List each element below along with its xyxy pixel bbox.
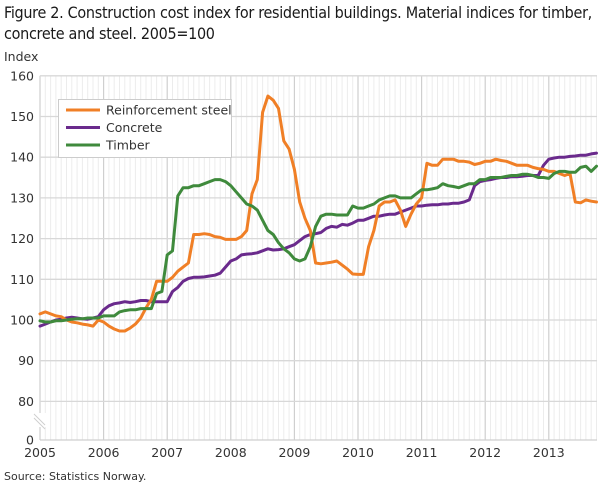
y-tick-label: 80 xyxy=(18,394,34,409)
legend-label: Reinforcement steel xyxy=(106,103,232,118)
x-tick-label: 2012 xyxy=(469,445,501,460)
x-tick-label: 2007 xyxy=(151,445,183,460)
y-tick-label: 130 xyxy=(10,190,34,205)
y-tick-label: 120 xyxy=(10,231,34,246)
x-tick-label: 2011 xyxy=(406,445,438,460)
axis-break-line xyxy=(33,413,46,426)
x-tick-label: 2006 xyxy=(88,445,120,460)
y-tick-label: 140 xyxy=(10,150,34,165)
series-line-timber xyxy=(38,164,598,324)
y-tick-label: 160 xyxy=(10,68,34,83)
x-tick-label: 2010 xyxy=(342,445,374,460)
legend: Reinforcement steel Concrete Timber xyxy=(58,99,232,158)
x-tick-label: 2008 xyxy=(215,445,247,460)
source-note: Source: Statistics Norway. xyxy=(4,470,147,483)
y-tick-label: 150 xyxy=(10,109,34,124)
y-tick-label: 0 xyxy=(26,433,34,448)
x-tick-label: 2013 xyxy=(533,445,565,460)
chart-title: Figure 2. Construction cost index for re… xyxy=(4,3,592,43)
y-tick-label: 110 xyxy=(10,272,34,287)
series-line-concrete xyxy=(38,151,598,328)
series-lines xyxy=(38,94,598,333)
y-tick-label: 90 xyxy=(18,353,34,368)
x-tick-label: 2009 xyxy=(278,445,310,460)
x-tick-labels: 2005 2006 2007 2008 2009 2010 2011 2012 2013 xyxy=(24,445,565,460)
series-line-reinforcement-steel xyxy=(38,94,598,333)
legend-label: Timber xyxy=(105,138,151,153)
x-tick-label: 2005 xyxy=(24,445,56,460)
y-axis-label: Index xyxy=(4,49,38,64)
legend-label: Concrete xyxy=(106,120,163,135)
y-tick-labels: 0 80 90 100 110 120 130 140 150 160 xyxy=(10,68,34,447)
y-tick-label: 100 xyxy=(10,313,34,328)
axis-break-marker xyxy=(32,413,48,430)
axis-break-line xyxy=(33,417,46,430)
